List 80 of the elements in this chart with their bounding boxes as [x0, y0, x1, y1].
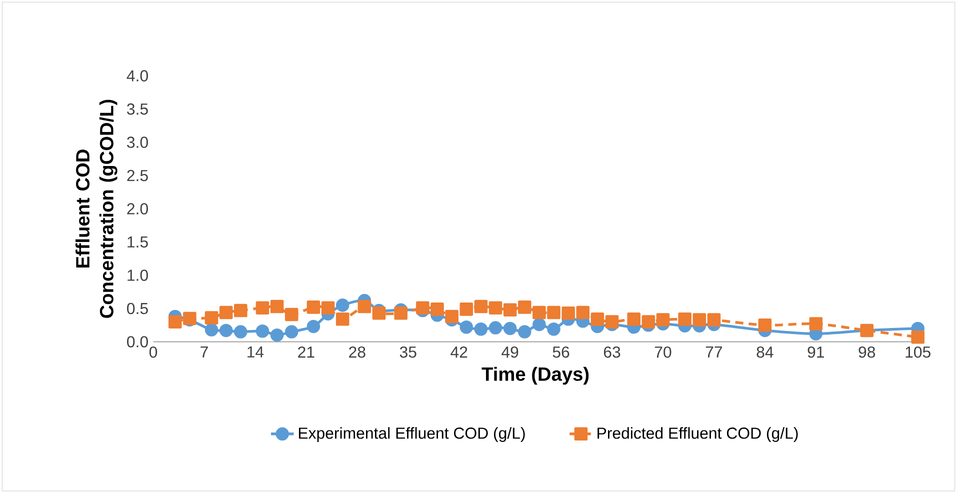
y-tick-label: 3.0: [127, 136, 148, 148]
point: [394, 306, 408, 320]
point: [234, 304, 248, 318]
point: [219, 324, 233, 338]
point: [532, 318, 546, 332]
point: [336, 312, 350, 326]
point: [219, 306, 233, 320]
point: [321, 301, 335, 314]
point: [692, 313, 706, 326]
y-tick-label: 2.5: [127, 170, 148, 182]
point: [518, 325, 532, 338]
point: [758, 318, 772, 332]
x-tick-label: 28: [349, 346, 366, 358]
x-tick-label: 21: [298, 346, 314, 358]
point: [204, 323, 218, 336]
x-tick-label: 84: [756, 346, 774, 358]
legend-label: Experimental Effluent COD (g/L): [298, 427, 525, 442]
y-tick-label: 4.0: [126, 70, 148, 82]
x-axis-title: Time (Days): [482, 366, 589, 385]
y-tick-label: 1.0: [128, 270, 148, 281]
point: [503, 303, 517, 316]
legend-label: Predicted Effluent COD (g/L): [598, 427, 798, 442]
y-tick-label: 3.5: [127, 103, 148, 115]
point: [204, 311, 218, 324]
point: [270, 328, 284, 342]
point: [911, 330, 924, 344]
point: [518, 300, 532, 314]
point: [488, 301, 502, 314]
point: [430, 302, 444, 316]
point: [707, 313, 721, 326]
point: [488, 321, 502, 334]
point: [358, 300, 372, 314]
point: [284, 308, 298, 322]
point: [168, 315, 182, 328]
point: [460, 320, 474, 334]
point: [474, 300, 488, 314]
x-tick-label: 7: [200, 346, 208, 358]
point: [656, 313, 670, 326]
point: [562, 306, 575, 320]
x-tick-label: 105: [906, 346, 930, 358]
y-tick-label: 2.0: [127, 203, 148, 214]
point: [256, 324, 270, 338]
point: [460, 302, 474, 316]
point: [809, 317, 823, 330]
point: [306, 300, 320, 314]
point: [416, 301, 430, 314]
x-tick-label: 49: [502, 346, 518, 358]
x-tick-label: 70: [654, 346, 672, 358]
point: [642, 315, 656, 328]
point: [234, 325, 248, 338]
x-tick-label: 35: [400, 346, 416, 358]
point: [474, 322, 488, 336]
y-tick-label: 1.5: [128, 236, 148, 248]
y-tick-label: 0.0: [127, 336, 148, 348]
x-tick-label: 56: [552, 346, 570, 358]
x-tick-label: 42: [450, 346, 468, 358]
point: [336, 298, 350, 312]
point: [532, 306, 546, 320]
point: [576, 306, 590, 320]
point: [605, 315, 619, 328]
point: [284, 325, 298, 338]
point: [372, 306, 386, 320]
point: [678, 312, 692, 326]
x-tick-label: 14: [248, 346, 264, 358]
x-tick-label: 91: [808, 346, 824, 358]
y-axis-title: Effluent COD Concentration (gCOD/L): [76, 100, 118, 318]
point: [445, 310, 458, 324]
x-tick-label: 0: [149, 346, 158, 358]
point: [306, 320, 320, 334]
y-tick-label: 0.5: [127, 302, 148, 314]
point: [270, 300, 284, 314]
point: [503, 322, 517, 336]
x-tick-label: 98: [858, 346, 876, 358]
point: [547, 306, 560, 320]
point: [547, 322, 560, 336]
x-tick-label: 77: [706, 346, 722, 358]
point: [590, 312, 604, 326]
x-tick-label: 63: [604, 346, 620, 358]
point: [627, 312, 640, 326]
point: [256, 301, 270, 314]
